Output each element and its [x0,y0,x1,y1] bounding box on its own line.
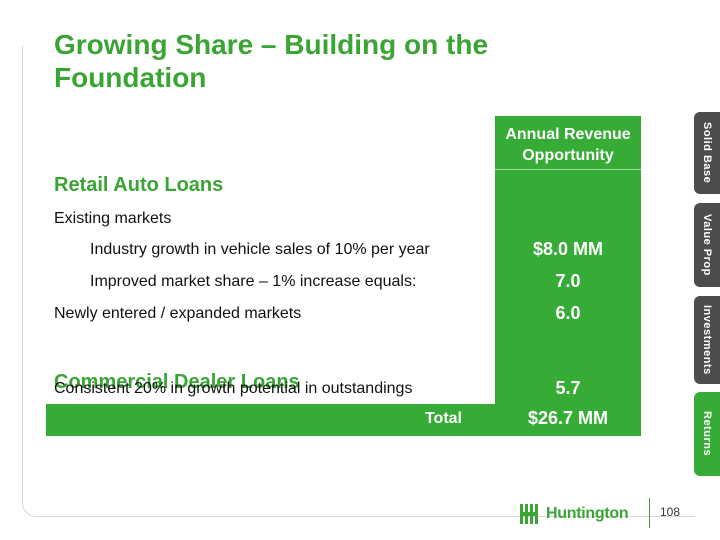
total-label: Total [424,410,462,427]
row-label-market-share: Improved market share – 1% increase equa… [90,273,417,290]
slide-title: Growing Share – Building on the Foundati… [54,29,489,93]
row-label-industry-growth: Industry growth in vehicle sales of 10% … [90,241,430,258]
section-heading-commercial-dealer: Commercial Dealer Loans [54,371,300,393]
tab-returns[interactable]: Returns [694,392,720,476]
row-value-industry-growth: $8.0 MM [532,239,604,259]
huntington-logo-icon [520,504,538,524]
revenue-column-background [495,116,641,404]
slide-frame [22,46,695,517]
row-value-new-markets: 6.0 [555,303,581,323]
tab-label: Investments [701,305,713,375]
tab-solid-base[interactable]: Solid Base [694,112,720,194]
row-value-consistent-growth: 5.7 [555,378,581,398]
footer-divider [649,498,650,528]
tab-label: Solid Base [701,122,713,184]
row-value-market-share: 7.0 [555,271,581,291]
row-label-consistent-growth: Consistent 20% in growth potential in ou… [54,380,413,397]
tab-label: Returns [701,411,713,457]
row-label-existing-markets: Existing markets [54,210,172,227]
section-heading-retail-auto: Retail Auto Loans [54,174,224,196]
row-label-new-markets: Newly entered / expanded markets [54,305,302,322]
huntington-logo: Huntington [520,503,629,525]
total-value: $26.7 MM [527,408,609,428]
page-number: 108 [660,505,681,519]
tab-investments[interactable]: Investments [694,296,720,384]
tab-label: Value Prop [701,214,713,276]
logo-text: Huntington [546,505,629,522]
total-bar [46,404,641,436]
column-header-divider [495,169,641,170]
column-header: Annual Revenue Opportunity [505,126,631,164]
tab-value-prop[interactable]: Value Prop [694,203,720,287]
